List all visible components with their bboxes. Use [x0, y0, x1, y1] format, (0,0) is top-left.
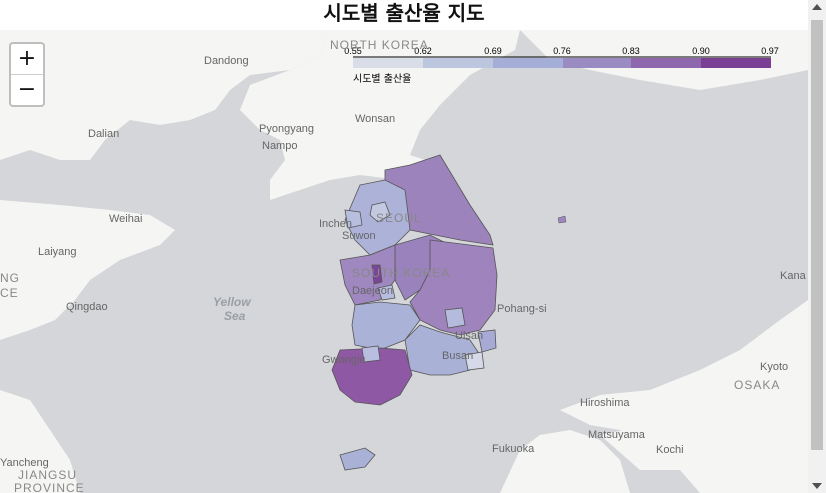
label-weihai: Weihai: [109, 213, 142, 225]
label-edge-ce: CE: [0, 286, 19, 300]
page-title: 시도별 출산율 지도: [0, 0, 808, 30]
legend-tick-5: 0.90: [692, 46, 710, 56]
label-yancheng: Yancheng: [0, 457, 49, 469]
label-north-korea: NORTH KOREA: [330, 38, 429, 52]
label-incheon: Inchen: [319, 218, 352, 230]
legend-tick-0: 0.55: [344, 46, 362, 56]
land-north-korea: [240, 30, 520, 200]
label-yellow-sea-1: Yellow: [213, 295, 251, 309]
region-jeju[interactable]: [339, 447, 376, 471]
land-japan-honshu: [560, 300, 808, 493]
legend-caption: 시도별 출산율: [353, 73, 411, 85]
label-dalian: Dalian: [88, 128, 119, 140]
legend-swatch-1: [353, 58, 423, 68]
legend-tick-1: 0.62: [414, 46, 432, 56]
choropleth-map[interactable]: 0.55 0.62 0.69 0.76 0.83 0.90 0.97 시도별 출…: [0, 30, 808, 493]
island-ulleung: [557, 215, 567, 224]
region-daejeon[interactable]: [377, 284, 396, 301]
legend-tick-2: 0.69: [484, 46, 502, 56]
label-busan: Busan: [442, 350, 473, 362]
legend-tick-4: 0.83: [622, 46, 640, 56]
legend-swatch-4: [563, 58, 631, 68]
legend-tick-6: 0.97: [761, 46, 779, 56]
label-seoul: SEOUL: [376, 211, 422, 225]
label-hiroshima: Hiroshima: [580, 397, 630, 409]
label-gwangju: Gwangju: [322, 354, 365, 366]
scrollbar-thumb[interactable]: [811, 20, 823, 450]
label-jiangsu-2: PROVINCE: [14, 481, 85, 493]
region-seoul[interactable]: [369, 201, 391, 223]
label-matsuyama: Matsuyama: [588, 429, 646, 441]
legend-swatch-5: [631, 58, 701, 68]
vertical-scrollbar[interactable]: [808, 0, 826, 493]
scroll-up-icon[interactable]: [812, 4, 822, 10]
label-osaka: OSAKA: [734, 378, 780, 392]
legend-swatch-6: [701, 58, 771, 68]
region-sejong[interactable]: [371, 264, 383, 285]
legend: 0.55 0.62 0.69 0.76 0.83 0.90 0.97 시도별 출…: [344, 46, 779, 85]
label-jiangsu-1: JIANGSU: [18, 468, 77, 482]
region-jeonnam[interactable]: [331, 347, 413, 406]
zoom-control: + −: [9, 42, 45, 107]
label-kochi: Kochi: [656, 444, 684, 456]
label-fukuoka: Fukuoka: [492, 443, 535, 455]
label-yellow-sea-2: Sea: [224, 309, 246, 323]
land-shandong: [0, 200, 175, 340]
label-qingdao: Qingdao: [66, 301, 108, 313]
legend-swatch-3: [493, 58, 563, 68]
label-ulsan: Ulsan: [455, 330, 483, 342]
label-pyongyang: Pyongyang: [259, 123, 314, 135]
scroll-down-icon[interactable]: [812, 483, 822, 489]
land-japan-kyushu: [500, 430, 630, 493]
zoom-out-button[interactable]: −: [17, 77, 37, 102]
label-kana: Kana: [780, 270, 807, 282]
region-ulsan[interactable]: [477, 329, 497, 353]
label-suwon: Suwon: [342, 230, 376, 242]
region-gyeongbuk[interactable]: [409, 239, 498, 336]
land-japan-shikoku: [600, 425, 720, 470]
land-jiangsu: [0, 390, 80, 493]
label-laiyang: Laiyang: [38, 246, 77, 258]
label-pohang: Pohang-si: [497, 303, 547, 315]
label-nampo: Nampo: [262, 140, 297, 152]
label-dandong: Dandong: [204, 55, 249, 67]
label-wonsan: Wonsan: [355, 113, 395, 125]
region-busan[interactable]: [464, 351, 485, 371]
land-china-north: [0, 30, 330, 160]
region-incheon[interactable]: [344, 209, 363, 229]
legend-swatch-2: [423, 58, 493, 68]
map-canvas[interactable]: 0.55 0.62 0.69 0.76 0.83 0.90 0.97 시도별 출…: [0, 30, 808, 493]
region-daegu[interactable]: [444, 307, 466, 329]
legend-tick-3: 0.76: [553, 46, 571, 56]
label-daejeon: Daejeon: [352, 285, 393, 297]
label-kyoto: Kyoto: [760, 361, 788, 373]
region-gwangju[interactable]: [361, 345, 381, 363]
label-edge-ng: NG: [0, 271, 20, 285]
zoom-in-button[interactable]: +: [11, 44, 43, 75]
label-south-korea: SOUTH KOREA: [352, 266, 450, 280]
